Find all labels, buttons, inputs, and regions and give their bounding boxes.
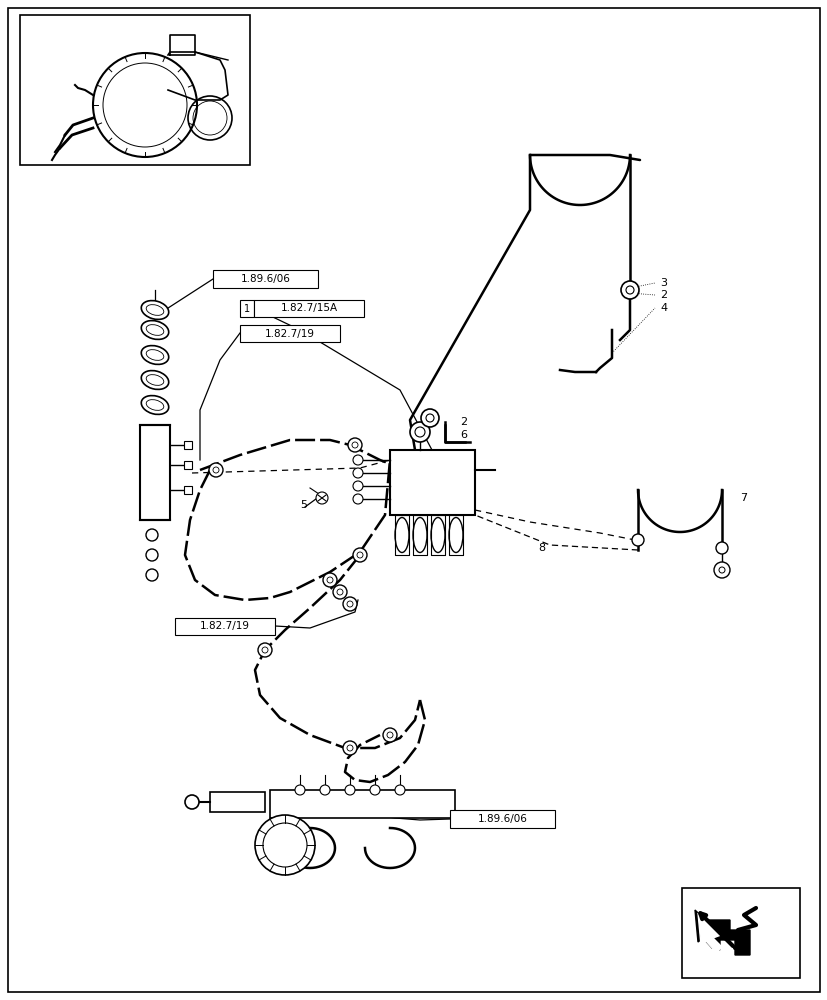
Bar — [184, 461, 192, 469]
Circle shape — [713, 562, 729, 578]
Ellipse shape — [141, 371, 169, 389]
Polygon shape — [694, 910, 719, 948]
Ellipse shape — [146, 375, 164, 385]
Circle shape — [383, 728, 396, 742]
Ellipse shape — [141, 346, 169, 364]
Bar — [174, 618, 275, 635]
Circle shape — [352, 494, 362, 504]
Ellipse shape — [141, 396, 169, 414]
Circle shape — [352, 548, 366, 562]
Circle shape — [347, 745, 352, 751]
Text: 1.82.7/19: 1.82.7/19 — [200, 621, 250, 632]
Circle shape — [631, 534, 643, 546]
Text: 2: 2 — [460, 417, 466, 427]
Ellipse shape — [146, 305, 164, 315]
Text: 1.82.7/19: 1.82.7/19 — [265, 328, 314, 338]
Circle shape — [620, 281, 638, 299]
Circle shape — [386, 732, 393, 738]
Circle shape — [394, 785, 404, 795]
Bar — [681, 888, 799, 978]
Circle shape — [718, 567, 724, 573]
Circle shape — [263, 823, 307, 867]
Ellipse shape — [413, 518, 427, 552]
Bar — [270, 790, 455, 818]
Circle shape — [352, 481, 362, 491]
Text: 1.89.6/06: 1.89.6/06 — [241, 274, 290, 284]
Bar — [140, 425, 170, 520]
Circle shape — [420, 409, 438, 427]
Circle shape — [332, 585, 347, 599]
Text: 5: 5 — [299, 500, 307, 510]
Circle shape — [342, 741, 356, 755]
Ellipse shape — [431, 518, 444, 552]
Text: 8: 8 — [538, 543, 544, 553]
Bar — [449, 810, 554, 828]
Bar — [184, 441, 192, 449]
Bar — [240, 325, 340, 342]
Circle shape — [370, 785, 380, 795]
Bar — [254, 300, 364, 317]
Ellipse shape — [141, 301, 169, 319]
Circle shape — [146, 529, 158, 541]
Circle shape — [323, 573, 337, 587]
Circle shape — [213, 467, 218, 473]
Text: 7: 7 — [739, 493, 746, 503]
Circle shape — [255, 815, 314, 875]
Text: 2: 2 — [659, 290, 667, 300]
Bar — [213, 270, 318, 288]
Circle shape — [258, 643, 272, 657]
Circle shape — [347, 601, 352, 607]
Circle shape — [146, 549, 158, 561]
Circle shape — [327, 577, 332, 583]
Circle shape — [146, 569, 158, 581]
Circle shape — [356, 552, 362, 558]
Ellipse shape — [448, 518, 462, 552]
Ellipse shape — [146, 400, 164, 410]
Circle shape — [625, 286, 633, 294]
Polygon shape — [697, 913, 722, 951]
Circle shape — [294, 785, 304, 795]
Text: 1.82.7/15A: 1.82.7/15A — [280, 304, 337, 314]
Circle shape — [345, 785, 355, 795]
Circle shape — [337, 589, 342, 595]
Bar — [20, 15, 250, 165]
Ellipse shape — [394, 518, 409, 552]
Circle shape — [342, 597, 356, 611]
Ellipse shape — [146, 350, 164, 360]
Circle shape — [261, 647, 268, 653]
Text: 6: 6 — [460, 430, 466, 440]
Circle shape — [425, 414, 433, 422]
Ellipse shape — [146, 325, 164, 335]
Text: 3: 3 — [659, 278, 667, 288]
Polygon shape — [699, 920, 749, 955]
Circle shape — [352, 455, 362, 465]
Circle shape — [409, 422, 429, 442]
Text: 1: 1 — [244, 304, 250, 314]
Bar — [184, 486, 192, 494]
Circle shape — [184, 795, 198, 809]
Circle shape — [319, 785, 330, 795]
Ellipse shape — [141, 321, 169, 339]
Circle shape — [316, 492, 327, 504]
Bar — [210, 792, 265, 812]
Circle shape — [351, 442, 357, 448]
Bar — [390, 450, 475, 515]
Circle shape — [347, 438, 361, 452]
Circle shape — [715, 542, 727, 554]
Circle shape — [208, 463, 222, 477]
Circle shape — [352, 468, 362, 478]
Circle shape — [414, 427, 424, 437]
Text: 1.89.6/06: 1.89.6/06 — [477, 814, 527, 824]
Text: 4: 4 — [659, 303, 667, 313]
Bar — [240, 300, 254, 317]
